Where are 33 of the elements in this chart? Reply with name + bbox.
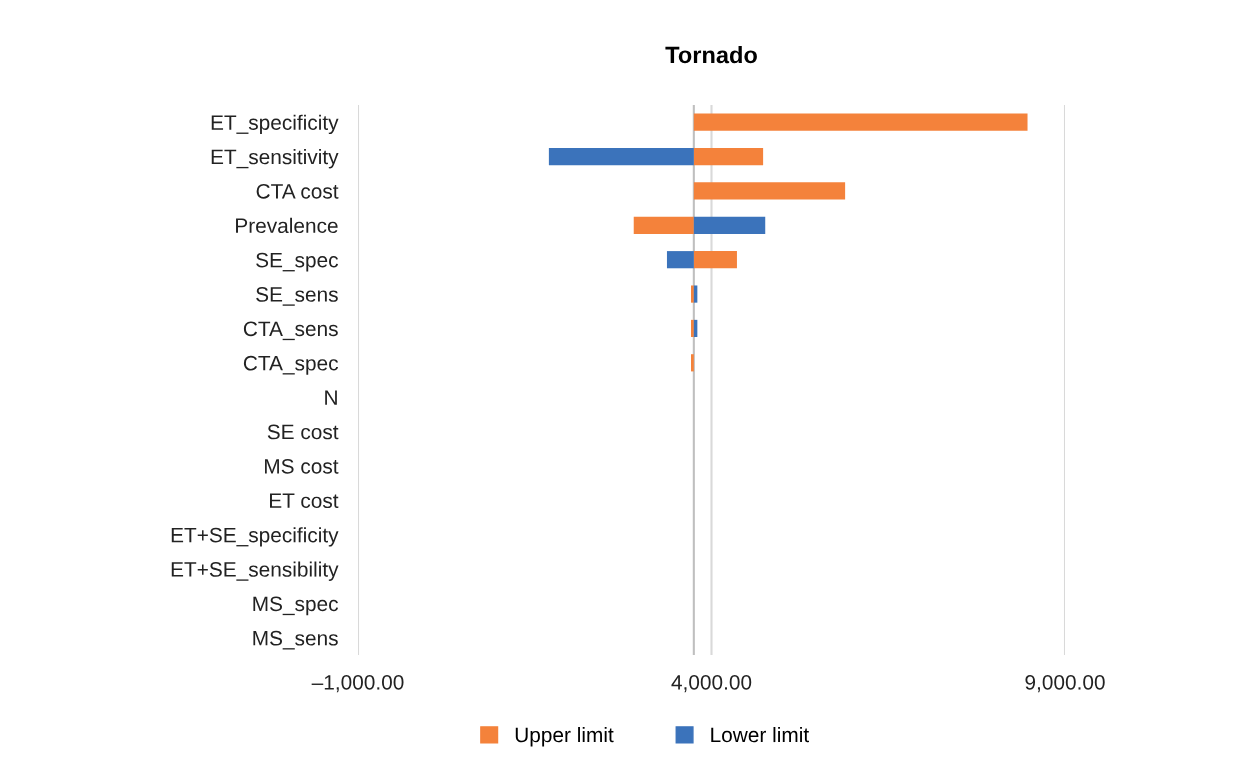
bar xyxy=(691,319,694,338)
y-tick-label: CTA cost xyxy=(256,183,339,199)
y-tick-label: Prevalence xyxy=(236,217,338,234)
y-tick-label: MS_sens xyxy=(253,630,338,650)
legend-label: Upper limit xyxy=(515,726,614,747)
y-tick-label: MS cost xyxy=(265,458,339,474)
bar xyxy=(693,147,764,166)
y-tick-label: ET+SE_sensibility xyxy=(171,561,339,581)
y-tick-label: CTA_sens xyxy=(243,321,338,341)
x-tick-label: –1,000.00 xyxy=(311,674,404,693)
bar xyxy=(693,216,766,234)
y-tick-label: ET cost xyxy=(270,493,339,509)
x-tick-label: 4,000.00 xyxy=(671,674,752,693)
y-tick-label: CTA_spec xyxy=(243,355,339,375)
y-tick-label: SE_spec xyxy=(256,252,339,272)
y-tick-label: N xyxy=(325,390,337,405)
legend-label: Lower limit xyxy=(711,726,809,743)
bar xyxy=(691,354,694,372)
bar xyxy=(693,113,1028,131)
y-tick-label: ET_specificity xyxy=(211,114,339,135)
bar xyxy=(693,182,846,200)
bar xyxy=(548,147,694,166)
bar xyxy=(691,285,694,303)
y-tick-label: MS_spec xyxy=(253,596,339,616)
y-tick-label: ET+SE_specificity xyxy=(171,527,339,547)
y-tick-label: SE cost xyxy=(267,424,339,440)
bar xyxy=(693,251,737,269)
bar xyxy=(666,251,694,269)
x-tick-label: 9,000.00 xyxy=(1025,674,1105,693)
y-tick-label: ET_sensitivity xyxy=(211,149,339,169)
bar xyxy=(633,216,694,234)
y-tick-label: SE_sens xyxy=(256,287,338,306)
chart-title: Tornado xyxy=(665,46,757,64)
